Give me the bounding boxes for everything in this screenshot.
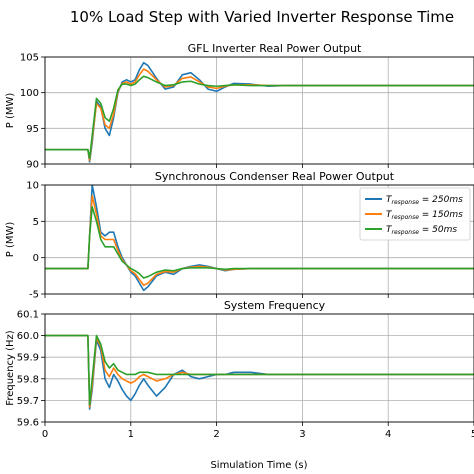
- legend-box: [359, 187, 471, 241]
- y-axis-label: P (MW): [5, 222, 16, 258]
- y-tick-label: 10: [26, 181, 39, 192]
- panel-3: System Frequency 59.6 59.7 59.8 59.9 60.0 60.1…: [5, 299, 474, 440]
- panel-frame: [44, 313, 474, 423]
- x-tick-label: 0: [42, 429, 48, 440]
- x-tick-label: 2: [213, 429, 219, 440]
- y-tick-label: 5: [33, 217, 39, 228]
- series-line-t150: [45, 334, 474, 408]
- y-axis-label: Frequency (Hz): [5, 330, 16, 406]
- panel-1: GFL Inverter Real Power Output 90 95 100 105…: [5, 42, 474, 171]
- series-line-t150: [45, 68, 474, 162]
- y-tick-label: 95: [26, 124, 39, 135]
- panel-3-title: System Frequency: [224, 299, 326, 312]
- x-tick-label: 5: [471, 429, 474, 440]
- y-tick-label: -5: [29, 290, 39, 301]
- figure-title: 10% Load Step with Varied Inverter Respo…: [70, 8, 454, 26]
- x-tick-label: 3: [299, 429, 305, 440]
- panel-frame: [44, 184, 474, 295]
- series-line-t50: [45, 334, 474, 406]
- y-tick-label: 59.9: [17, 353, 39, 364]
- y-axis-label: P (MW): [5, 93, 16, 129]
- y-tick-label: 59.7: [17, 396, 39, 407]
- panel-2-title: Synchronous Condenser Real Power Output: [155, 170, 395, 183]
- panel-1-title: GFL Inverter Real Power Output: [188, 42, 362, 55]
- series-line-t250: [45, 61, 474, 163]
- y-tick-label: 100: [20, 88, 39, 99]
- panel-frame: [44, 56, 474, 165]
- x-tick-label: 1: [128, 429, 134, 440]
- x-tick-label: 4: [385, 429, 391, 440]
- panel-2: Synchronous Condenser Real Power Output -…: [5, 170, 474, 301]
- y-tick-label: 60.0: [17, 331, 39, 342]
- series-line-t50: [45, 206, 474, 279]
- y-tick-label: 60.1: [17, 310, 39, 321]
- legend-label-t250: Tresponse = 250ms: [386, 195, 463, 206]
- series-line-t250: [45, 334, 474, 410]
- x-axis-label: Simulation Time (s): [210, 460, 307, 471]
- y-tick-label: 59.6: [17, 418, 39, 429]
- y-tick-label: 90: [26, 160, 39, 171]
- series-line-t50: [45, 75, 474, 160]
- y-tick-label: 105: [20, 53, 39, 64]
- y-tick-label: 59.8: [17, 374, 39, 385]
- legend-label-t50: Tresponse = 50ms: [386, 225, 457, 236]
- y-tick-label: 0: [33, 253, 39, 264]
- legend-label-t150: Tresponse = 150ms: [386, 210, 463, 221]
